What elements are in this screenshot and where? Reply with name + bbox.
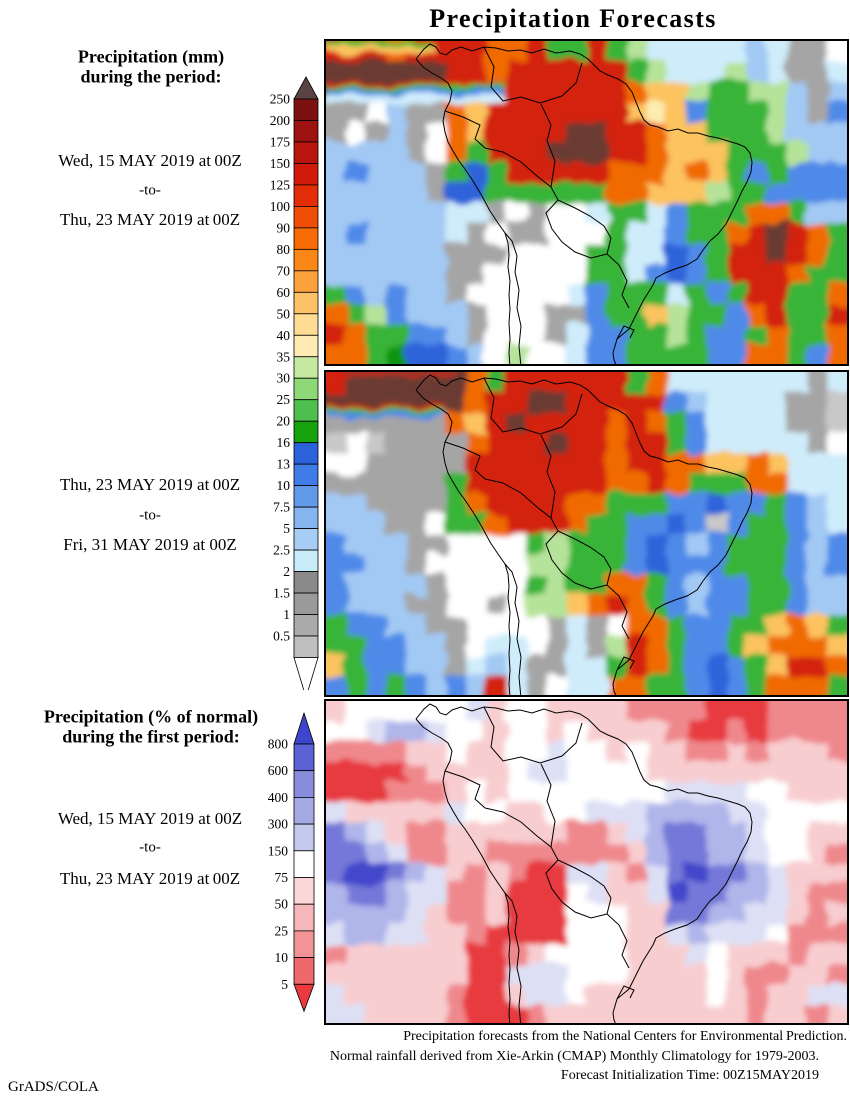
- svg-text:1.5: 1.5: [273, 586, 290, 601]
- svg-text:60: 60: [277, 285, 291, 300]
- svg-text:10: 10: [277, 478, 291, 493]
- svg-text:16: 16: [277, 435, 291, 450]
- svg-text:2: 2: [283, 564, 290, 579]
- svg-text:13: 13: [277, 457, 291, 472]
- svg-text:90: 90: [277, 220, 291, 235]
- svg-text:1: 1: [283, 607, 290, 622]
- svg-text:250: 250: [270, 92, 291, 107]
- svg-text:35: 35: [277, 349, 291, 364]
- svg-text:150: 150: [270, 156, 291, 171]
- svg-text:40: 40: [277, 328, 291, 343]
- svg-text:300: 300: [268, 817, 289, 832]
- svg-text:800: 800: [268, 737, 289, 752]
- svg-text:50: 50: [275, 897, 289, 912]
- svg-text:5: 5: [283, 521, 290, 536]
- svg-text:2.5: 2.5: [273, 543, 290, 558]
- svg-text:7.5: 7.5: [273, 500, 290, 515]
- svg-text:25: 25: [275, 923, 289, 938]
- svg-text:5: 5: [281, 977, 288, 992]
- svg-text:200: 200: [270, 113, 291, 128]
- svg-text:150: 150: [268, 843, 289, 858]
- svg-text:175: 175: [270, 134, 291, 149]
- svg-text:0.5: 0.5: [273, 629, 290, 644]
- svg-text:125: 125: [270, 177, 291, 192]
- svg-text:50: 50: [277, 306, 291, 321]
- svg-text:30: 30: [277, 371, 291, 386]
- svg-text:70: 70: [277, 263, 291, 278]
- svg-text:400: 400: [268, 790, 289, 805]
- svg-text:10: 10: [275, 950, 289, 965]
- svg-text:100: 100: [270, 199, 291, 214]
- svg-text:80: 80: [277, 242, 291, 257]
- svg-text:25: 25: [277, 392, 291, 407]
- svg-text:600: 600: [268, 763, 289, 778]
- svg-text:75: 75: [275, 870, 289, 885]
- svg-text:20: 20: [277, 414, 291, 429]
